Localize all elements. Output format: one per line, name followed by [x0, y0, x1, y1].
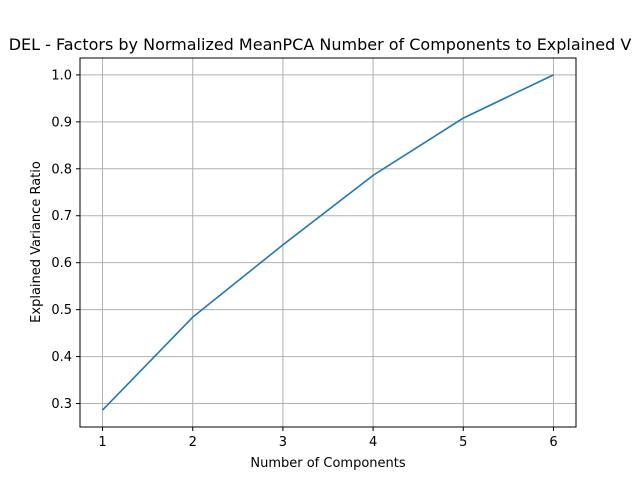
- grid-lines: [80, 58, 576, 427]
- y-axis-label: Explained Variance Ratio: [29, 161, 44, 323]
- x-tick-label: 6: [549, 435, 557, 450]
- y-tick-label: 0.6: [51, 256, 72, 271]
- y-tick-label: 0.8: [51, 162, 72, 177]
- y-tick-label: 0.3: [51, 397, 72, 412]
- y-tick-label: 0.5: [51, 303, 72, 318]
- x-tick-label: 1: [98, 435, 106, 450]
- y-tick-label: 1.0: [51, 68, 72, 83]
- x-tick-label: 3: [279, 435, 287, 450]
- y-tick-label: 0.4: [51, 350, 72, 365]
- x-axis-label: Number of Components: [250, 456, 405, 471]
- series-line: [101, 74, 554, 411]
- plot-frame: [79, 57, 577, 428]
- y-tick-label: 0.7: [51, 209, 72, 224]
- x-tick-label: 5: [459, 435, 467, 450]
- chart-title: DEL - Factors by Normalized MeanPCA Numb…: [9, 35, 632, 54]
- x-tick-label: 2: [189, 435, 197, 450]
- series-layer: [101, 74, 554, 411]
- axis-ticks: 1 2 3 4 5 6 0.3 0.4 0.5 0.6 0.7 0.8 0.9 1.0: [51, 68, 557, 450]
- x-tick-label: 4: [369, 435, 377, 450]
- y-tick-label: 0.9: [51, 115, 72, 130]
